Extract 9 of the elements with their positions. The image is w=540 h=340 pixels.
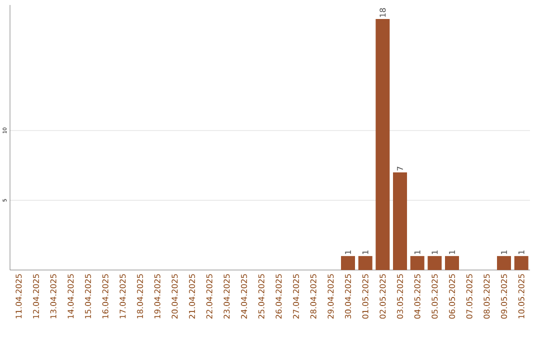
bar <box>358 256 372 270</box>
bar <box>341 256 356 270</box>
bar <box>445 256 460 270</box>
bar <box>376 18 390 270</box>
bar <box>497 256 512 270</box>
bar <box>428 256 442 270</box>
bar <box>410 256 424 270</box>
bar <box>393 172 408 270</box>
bar <box>514 256 528 270</box>
